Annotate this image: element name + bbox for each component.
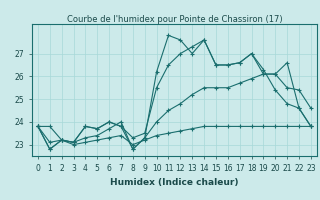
Title: Courbe de l'humidex pour Pointe de Chassiron (17): Courbe de l'humidex pour Pointe de Chass… <box>67 15 282 24</box>
X-axis label: Humidex (Indice chaleur): Humidex (Indice chaleur) <box>110 178 239 187</box>
